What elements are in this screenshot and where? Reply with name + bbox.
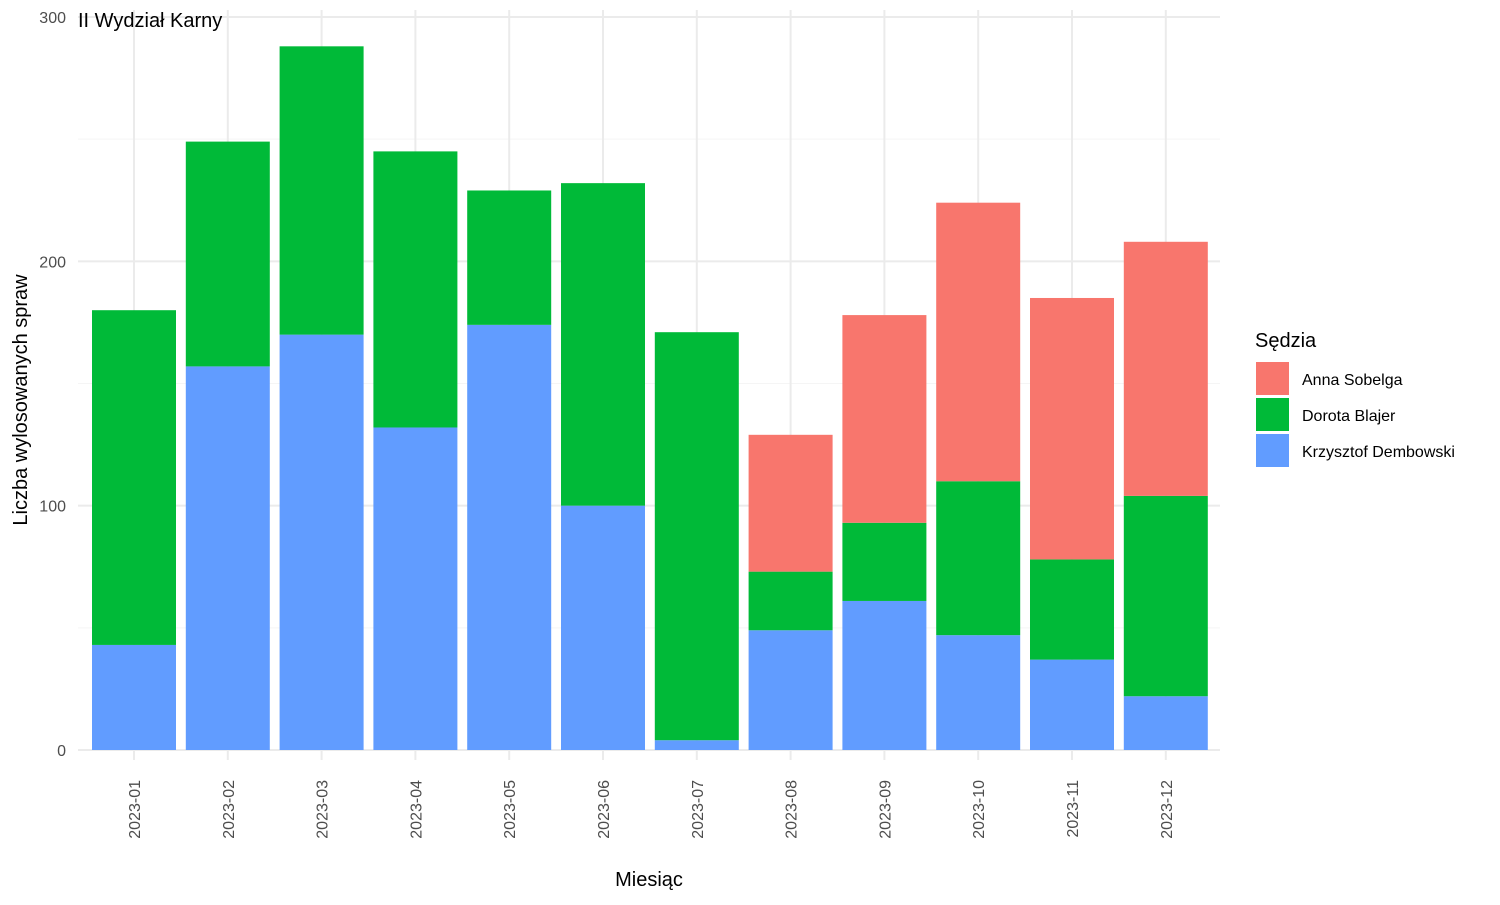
x-tick-label: 2023-04 (408, 780, 425, 839)
x-tick-label: 2023-12 (1159, 780, 1176, 839)
y-tick-label: 200 (39, 254, 66, 271)
x-tick-label: 2023-09 (877, 780, 894, 839)
x-tick-label: 2023-02 (221, 780, 238, 839)
bar-segment-anna-sobelga-2023-08 (748, 434, 833, 572)
bar-segment-krzysztof-dembowski-2023-08 (748, 630, 833, 750)
bar-segment-dorota-blajer-2023-11 (1030, 559, 1114, 660)
legend-title: Sędzia (1255, 330, 1317, 352)
bar-segment-krzysztof-dembowski-2023-02 (185, 366, 270, 750)
y-tick-label: 100 (39, 499, 66, 516)
x-tick-label: 2023-05 (502, 780, 519, 839)
bar-segment-dorota-blajer-2023-12 (1123, 495, 1208, 697)
bar-segment-dorota-blajer-2023-07 (654, 332, 739, 741)
bar-segment-dorota-blajer-2023-02 (185, 141, 270, 367)
bar-segment-krzysztof-dembowski-2023-05 (467, 324, 552, 750)
y-tick-label: 300 (39, 10, 66, 27)
bar-segment-anna-sobelga-2023-12 (1123, 241, 1208, 496)
bar-segment-krzysztof-dembowski-2023-06 (561, 505, 645, 750)
bar-segment-krzysztof-dembowski-2023-10 (936, 635, 1021, 750)
x-tick-label: 2023-11 (1065, 780, 1082, 838)
bar-segment-krzysztof-dembowski-2023-07 (654, 740, 739, 750)
x-tick-label: 2023-08 (784, 780, 801, 839)
chart-title: II Wydział Karny (78, 10, 222, 32)
x-tick-label: 2023-10 (971, 780, 988, 839)
legend-label: Anna Sobelga (1302, 372, 1403, 389)
bar-segment-krzysztof-dembowski-2023-01 (92, 644, 176, 750)
y-axis-label: Liczba wylosowanych spraw (10, 274, 32, 526)
legend: Sędzia Anna Sobelga Dorota Blajer Krzyszto… (1255, 330, 1455, 467)
x-tick-label: 2023-03 (315, 780, 332, 839)
bar-segment-krzysztof-dembowski-2023-09 (842, 600, 927, 750)
legend-key-anna-sobelga (1256, 362, 1289, 395)
bar-segment-dorota-blajer-2023-03 (279, 46, 364, 335)
bar-segment-dorota-blajer-2023-01 (92, 310, 176, 645)
bar-segment-dorota-blajer-2023-10 (936, 481, 1021, 636)
bar-segment-dorota-blajer-2023-06 (561, 183, 645, 506)
bars (92, 46, 1208, 750)
legend-label: Krzysztof Dembowski (1302, 444, 1455, 461)
x-tick-label: 2023-06 (596, 780, 613, 839)
bar-segment-krzysztof-dembowski-2023-11 (1030, 659, 1114, 750)
legend-label: Dorota Blajer (1302, 408, 1396, 425)
bar-segment-krzysztof-dembowski-2023-03 (279, 334, 364, 750)
bar-segment-krzysztof-dembowski-2023-04 (373, 427, 458, 750)
bar-segment-dorota-blajer-2023-05 (467, 190, 552, 325)
x-axis: 2023-01 2023-02 2023-03 2023-04 2023-05 2023-… (127, 780, 1176, 839)
y-tick-label: 0 (57, 743, 66, 760)
x-tick-label: 2023-01 (127, 780, 144, 839)
x-axis-label: Miesiąc (615, 869, 683, 891)
bar-segment-dorota-blajer-2023-04 (373, 151, 458, 428)
bar-segment-krzysztof-dembowski-2023-12 (1123, 696, 1208, 750)
bar-segment-dorota-blajer-2023-09 (842, 522, 927, 601)
bar-segment-dorota-blajer-2023-08 (748, 571, 833, 631)
bar-segment-anna-sobelga-2023-10 (936, 202, 1021, 482)
legend-key-krzysztof-dembowski (1256, 434, 1289, 467)
legend-key-dorota-blajer (1256, 398, 1289, 431)
y-axis: 0 100 200 300 (39, 10, 66, 760)
x-tick-label: 2023-07 (690, 780, 707, 839)
bar-segment-anna-sobelga-2023-11 (1030, 297, 1114, 560)
bar-segment-anna-sobelga-2023-09 (842, 315, 927, 523)
